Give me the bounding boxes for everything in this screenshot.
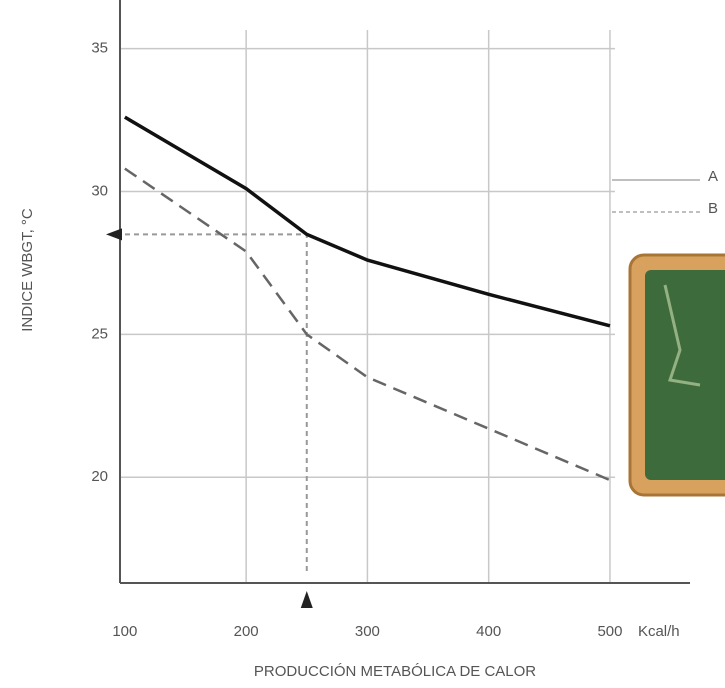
legend-label: A — [708, 168, 718, 185]
guide-arrow — [300, 591, 313, 608]
series-line — [123, 115, 611, 328]
x-unit: Kcal/h — [638, 623, 680, 640]
y-tick-label: 25 — [91, 325, 108, 342]
y-axis-label: INDICE WBGT, °C — [19, 208, 36, 332]
guide-arrow — [106, 228, 122, 241]
y-tick-label: 20 — [91, 468, 108, 485]
x-tick-label: 400 — [476, 623, 501, 640]
y-tick-label: 30 — [91, 182, 108, 199]
y-tick-label: 35 — [91, 40, 108, 57]
x-axis-label: PRODUCCIÓN METABÓLICA DE CALOR — [254, 663, 536, 680]
x-tick-label: 500 — [597, 623, 622, 640]
series-line — [124, 167, 611, 482]
x-tick-label: 300 — [355, 623, 380, 640]
x-tick-label: 200 — [234, 623, 259, 640]
x-tick-label: 100 — [112, 623, 137, 640]
chalkboard — [628, 253, 725, 497]
legend-label: B — [708, 200, 718, 217]
